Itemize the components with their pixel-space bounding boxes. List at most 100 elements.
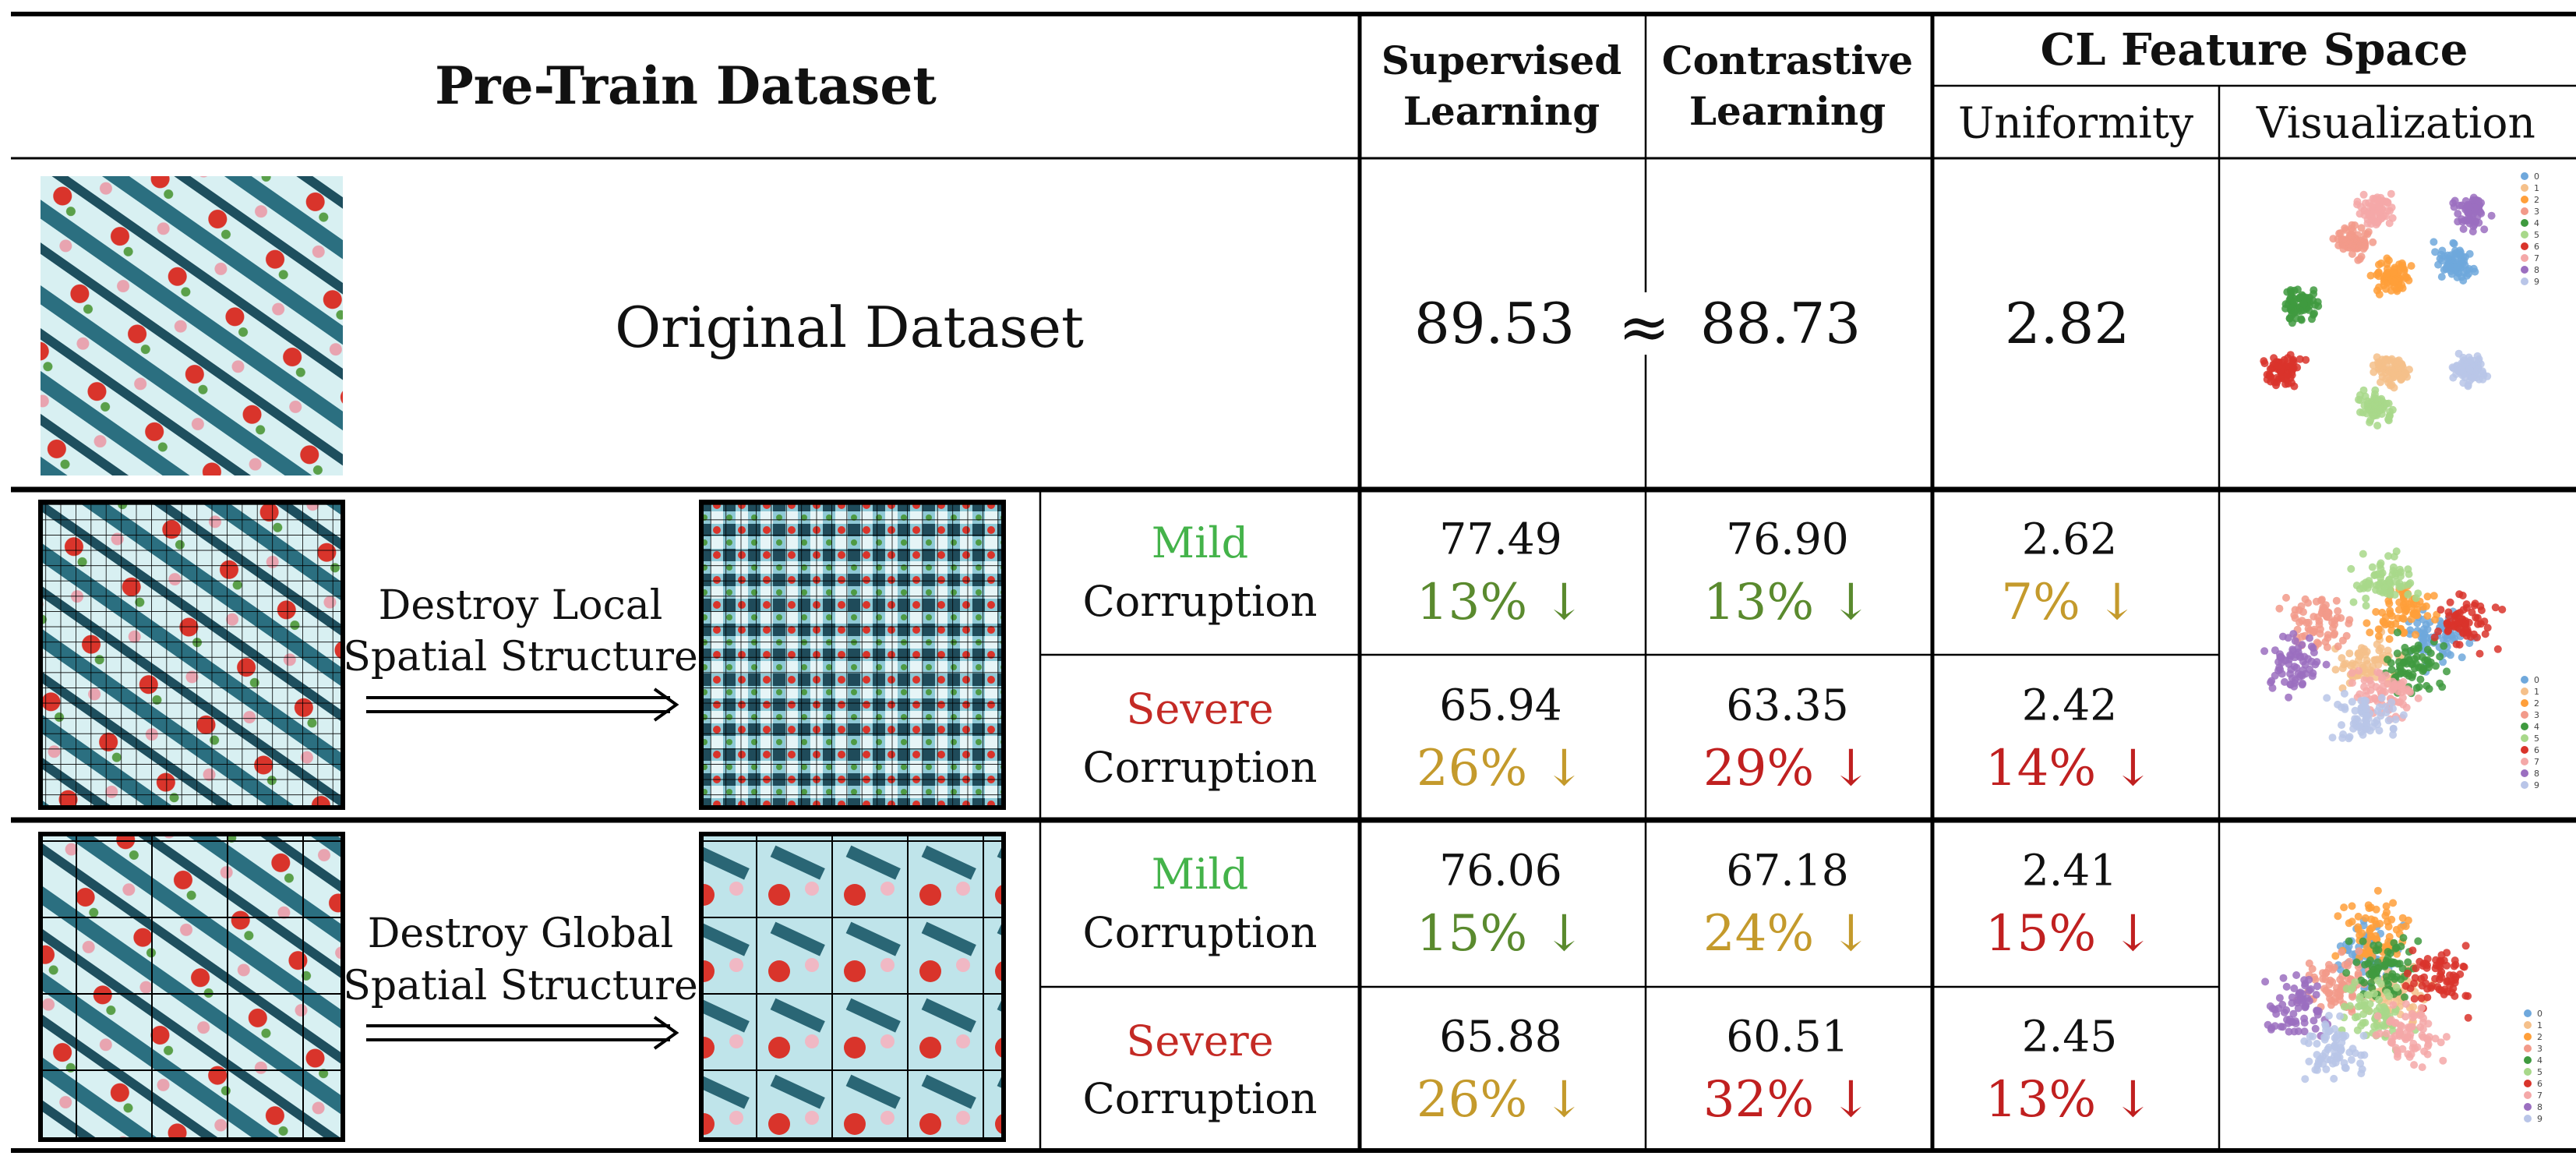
scatter-point [2403,274,2412,282]
scatter-point [2387,698,2396,706]
legend-label: 5 [2537,1067,2542,1077]
header-contrastive-2: Learning [1689,88,1886,134]
legend-dot [2521,207,2528,215]
scatter-point [2423,656,2432,664]
scatter-point [2473,352,2482,360]
scatter-point [2360,210,2369,219]
scatter-point [2359,937,2367,946]
scatter-point [2354,1002,2363,1011]
scatter-point [2388,1034,2396,1043]
scatter-point [2382,709,2391,717]
scatter-point [2430,592,2438,600]
scatter-point [2468,608,2476,617]
scatter-point [2345,734,2353,743]
scatter-point [2313,638,2321,647]
local-severe-sup: 65.94 [1439,680,1562,730]
scatter-point [2384,596,2393,605]
legend-label: 2 [2534,195,2539,205]
scatter-point [2367,932,2376,941]
scatter-point [2331,617,2339,625]
scatter-point [2288,360,2296,369]
scatter-point [2362,697,2370,705]
scatter-point [2401,582,2408,590]
scatter-point [2394,614,2402,623]
global-severe-corruption: Corruption [1082,1074,1318,1123]
scatter-point [2444,254,2452,263]
scatter-point [2454,217,2462,226]
scatter-point [2423,592,2432,601]
scatter-point [2332,1032,2341,1041]
legend-label: 0 [2537,1009,2542,1019]
scatter-point [2363,719,2371,727]
scatter-point [2381,911,2390,920]
scatter-point [2348,917,2356,926]
scatter-point [2399,614,2408,623]
scatter-point [2278,632,2287,641]
scatter-point [2351,706,2359,715]
scatter-point [2360,645,2369,653]
scatter-point [2306,634,2313,642]
scatter-point [2293,285,2302,294]
scatter-point [2403,969,2412,977]
scatter-point [2322,1033,2331,1041]
scatter-point [2363,402,2372,411]
scatter-point [2387,189,2395,198]
scatter-point [2389,899,2398,907]
scatter-point [2437,1038,2445,1047]
global-severe-con: 60.51 [1726,1011,1849,1062]
legend-dot [2521,769,2528,777]
scatter-point [2374,963,2383,972]
legend-label: 8 [2534,769,2539,779]
scatter-point [2351,1013,2359,1022]
scatter-point [2305,959,2313,967]
scatter-point [2379,617,2387,626]
scatter-point [2368,963,2377,971]
legend-dot [2524,1056,2532,1064]
scatter-point [2271,671,2279,680]
legend-label: 8 [2534,265,2539,275]
scatter-point [2366,924,2374,933]
scatter-point [2389,725,2398,734]
scatter-point [2348,669,2356,677]
scatter-point [2298,617,2306,625]
scatter-point [2414,937,2422,946]
legend-label: 3 [2534,710,2539,720]
scatter-point [2389,705,2397,713]
approx-symbol: ≈ [1618,291,1671,363]
scatter-point [2398,1045,2407,1053]
scatter-point [2342,631,2351,640]
scatter-point [2339,245,2348,253]
scatter-point [2336,975,2345,984]
legend-dot [2524,1091,2532,1099]
scatter-point [2323,694,2331,702]
scatter-point [2412,964,2420,973]
scatter-point [2458,592,2467,599]
scatter-point [2387,915,2396,924]
scatter-point [2328,734,2337,742]
scatter-point [2446,618,2454,627]
scatter-point [2261,977,2270,986]
scatter-point [2471,267,2479,276]
scatter-point [2382,1029,2391,1038]
scatter-point [2288,319,2296,327]
scatter-point [2465,365,2474,373]
legend-label: 0 [2534,675,2539,685]
scatter-point [2461,942,2470,950]
scatter-point [2331,629,2339,638]
scatter-point [2313,1061,2322,1069]
scatter-point [2312,597,2320,606]
header-visualization: Visualization [2257,97,2535,148]
legend-dot [2524,1080,2532,1087]
scatter-point [2383,254,2391,263]
scatter-point [2388,677,2397,686]
scatter-point [2345,1002,2354,1010]
scatter-point [2370,989,2379,998]
scatter-point [2454,617,2463,626]
scatter-point [2449,239,2458,247]
scatter-point [2321,969,2330,977]
legend-label: 6 [2537,1079,2542,1089]
scatter-point [2349,598,2358,606]
scatter-point [2458,260,2467,267]
legend-dot [2524,1009,2532,1017]
scatter-point [2297,316,2306,324]
